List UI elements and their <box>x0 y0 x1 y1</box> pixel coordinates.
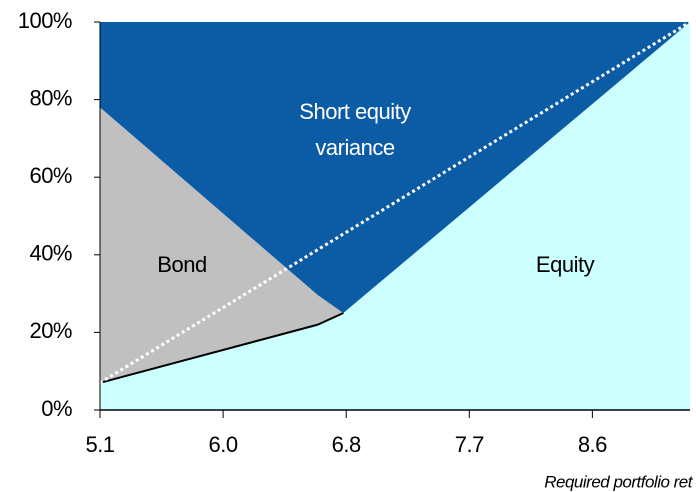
boundary-line <box>99 323 319 384</box>
dotted-line <box>99 20 691 385</box>
area <box>100 22 690 313</box>
y-tick-label: 40% <box>29 241 72 266</box>
area-label: Equity <box>535 252 595 277</box>
y-tick-label: 60% <box>29 163 72 188</box>
area <box>100 22 690 383</box>
x-tick-label: 6.0 <box>209 432 238 457</box>
x-tick-label: 5.1 <box>85 432 114 457</box>
x-tick-label: 6.8 <box>332 432 361 457</box>
area-label: Short equity variance <box>299 99 411 160</box>
x-tick-label: 8.6 <box>578 432 607 457</box>
y-tick-label: 80% <box>29 85 72 110</box>
area <box>100 22 690 410</box>
x-tick-label: 7.7 <box>455 432 484 457</box>
y-tick-label: 100% <box>18 8 72 33</box>
x-axis-label: Required portfolio ret <box>544 472 694 491</box>
area-label: Bond <box>157 252 207 277</box>
boundary-line <box>317 312 344 326</box>
y-tick-label: 0% <box>41 396 72 421</box>
y-tick-label: 20% <box>29 318 72 343</box>
